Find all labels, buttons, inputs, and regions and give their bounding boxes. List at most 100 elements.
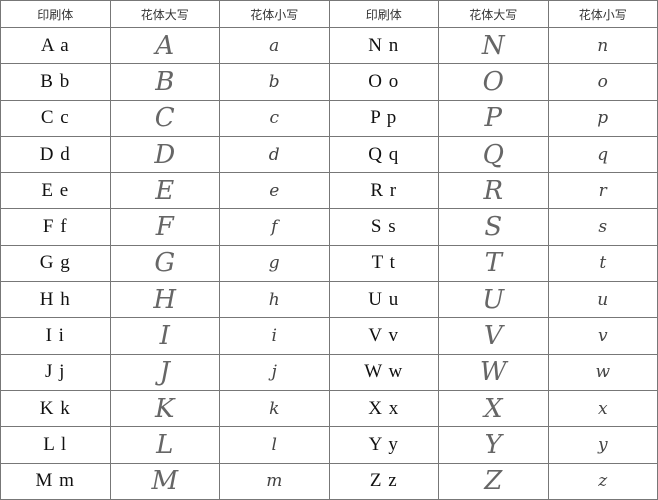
cursive-lower: x	[547, 389, 658, 428]
cursive-lower: g	[219, 244, 330, 283]
cursive-upper: F	[109, 208, 220, 246]
print-letter: K k	[0, 389, 111, 428]
print-letter: G g	[0, 244, 111, 283]
cursive-lower: h	[219, 281, 330, 319]
cursive-lower: m	[219, 462, 330, 500]
cursive-lower: o	[547, 63, 658, 101]
cursive-lower: t	[547, 244, 658, 283]
cursive-upper: K	[109, 389, 220, 428]
print-letter: Q q	[328, 135, 439, 174]
print-letter: B b	[0, 63, 111, 101]
cursive-upper: S	[438, 208, 549, 246]
cursive-lower: d	[219, 135, 330, 174]
cursive-upper: P	[438, 99, 549, 137]
cursive-lower: l	[219, 426, 330, 464]
cursive-upper: W	[438, 353, 549, 391]
cursive-lower: a	[219, 26, 330, 65]
cursive-lower: j	[219, 353, 330, 391]
print-letter: U u	[328, 281, 439, 319]
cursive-upper: T	[438, 244, 549, 283]
print-letter: Z z	[328, 462, 439, 500]
cursive-lower: r	[547, 172, 658, 210]
cursive-upper: R	[438, 172, 549, 210]
print-letter: I i	[0, 317, 111, 355]
cursive-upper: Y	[438, 426, 549, 464]
cursive-lower: s	[547, 208, 658, 246]
print-letter: E e	[0, 172, 111, 210]
cursive-upper: B	[109, 63, 220, 101]
cursive-lower: i	[219, 317, 330, 355]
print-letter: M m	[0, 462, 111, 500]
cursive-upper: Q	[438, 135, 549, 174]
cursive-lower: c	[219, 99, 330, 137]
cursive-lower: f	[219, 208, 330, 246]
header-cursive-lower: 花体小写	[219, 0, 330, 28]
cursive-lower: q	[547, 135, 658, 174]
print-letter: D d	[0, 135, 111, 174]
cursive-upper: G	[109, 244, 220, 283]
print-letter: R r	[328, 172, 439, 210]
cursive-lower: b	[219, 63, 330, 101]
cursive-upper: C	[109, 99, 220, 137]
cursive-upper: N	[438, 26, 549, 65]
cursive-upper: J	[109, 353, 220, 391]
print-letter: Y y	[328, 426, 439, 464]
cursive-lower: w	[547, 353, 658, 391]
cursive-upper: I	[109, 317, 220, 355]
header-row: 印刷体 花体大写 花体小写 印刷体 花体大写 花体小写	[0, 0, 658, 28]
print-letter: V v	[328, 317, 439, 355]
cursive-lower: k	[219, 389, 330, 428]
print-letter: T t	[328, 244, 439, 283]
header-print: 印刷体	[0, 0, 111, 28]
print-letter: S s	[328, 208, 439, 246]
cursive-upper: U	[438, 281, 549, 319]
print-letter: O o	[328, 63, 439, 101]
header-cursive-upper: 花体大写	[109, 0, 220, 28]
cursive-lower: p	[547, 99, 658, 137]
cursive-upper: O	[438, 63, 549, 101]
header-cursive-lower: 花体小写	[547, 0, 658, 28]
cursive-upper: H	[109, 281, 220, 319]
cursive-lower: z	[547, 462, 658, 500]
print-letter: J j	[0, 353, 111, 391]
print-letter: N n	[328, 26, 439, 65]
cursive-lower: u	[547, 281, 658, 319]
print-letter: C c	[0, 99, 111, 137]
cursive-lower: v	[547, 317, 658, 355]
cursive-lower: y	[547, 426, 658, 464]
header-cursive-upper: 花体大写	[438, 0, 549, 28]
cursive-lower: n	[547, 26, 658, 65]
print-letter: L l	[0, 426, 111, 464]
cursive-upper: E	[109, 172, 220, 210]
cursive-upper: L	[109, 426, 220, 464]
cursive-upper: A	[109, 26, 220, 65]
cursive-upper: M	[109, 462, 220, 500]
print-letter: F f	[0, 208, 111, 246]
print-letter: A a	[0, 26, 111, 65]
print-letter: H h	[0, 281, 111, 319]
header-print: 印刷体	[328, 0, 439, 28]
print-letter: W w	[328, 353, 439, 391]
cursive-upper: X	[438, 389, 549, 428]
print-letter: X x	[328, 389, 439, 428]
cursive-lower: e	[219, 172, 330, 210]
cursive-upper: D	[109, 135, 220, 174]
cursive-upper: V	[438, 317, 549, 355]
cursive-upper: Z	[438, 462, 549, 500]
print-letter: P p	[328, 99, 439, 137]
